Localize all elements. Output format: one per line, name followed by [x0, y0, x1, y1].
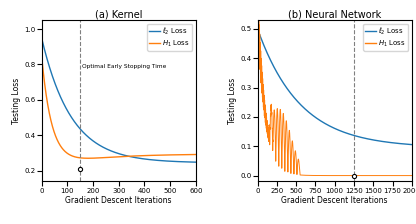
Title: (a) Kernel: (a) Kernel — [95, 9, 143, 19]
Legend: $\ell_2$ Loss, $H_1$ Loss: $\ell_2$ Loss, $H_1$ Loss — [147, 24, 192, 51]
Y-axis label: Testing Loss: Testing Loss — [12, 78, 21, 124]
Title: (b) Neural Network: (b) Neural Network — [288, 9, 381, 19]
Legend: $\ell_2$ Loss, $H_1$ Loss: $\ell_2$ Loss, $H_1$ Loss — [363, 24, 409, 51]
Y-axis label: Testing Loss: Testing Loss — [228, 78, 237, 124]
X-axis label: Gradient Descent Iterations: Gradient Descent Iterations — [282, 196, 388, 205]
X-axis label: Gradient Descent Iterations: Gradient Descent Iterations — [65, 196, 172, 205]
Text: Optimal Early Stopping Time: Optimal Early Stopping Time — [82, 64, 166, 69]
